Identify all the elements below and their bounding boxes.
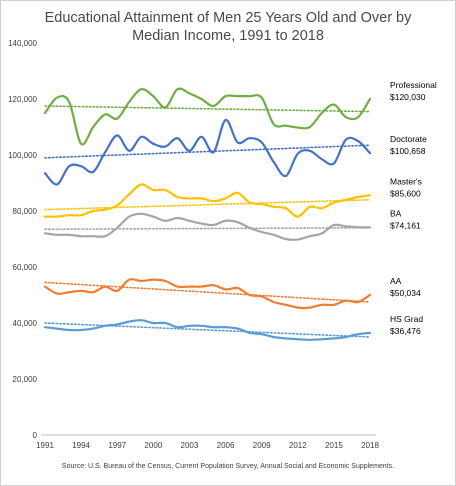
trend-line-doctorate: [44, 144, 371, 159]
series-value-label-master-s: $85,600: [390, 188, 421, 198]
y-tick-label: 60,000: [13, 263, 38, 272]
y-tick-label: 20,000: [13, 375, 38, 384]
series-line-ba: [43, 212, 372, 241]
series-name-label-doctorate: Doctorate: [390, 134, 427, 144]
series-name-label-hs-grad: HS Grad: [390, 314, 423, 324]
series-name-label-master-s: Master's: [390, 176, 422, 186]
y-tick-label: 120,000: [8, 95, 37, 104]
trend-line-professional: [44, 105, 371, 113]
series-name-label-ba: BA: [390, 208, 402, 218]
trend-line-hs-grad: [44, 322, 371, 338]
chart-source-note: Source: U.S. Bureau of the Census, Curre…: [61, 463, 395, 470]
y-tick-label: 0: [33, 431, 38, 440]
trend-line-ba: [44, 227, 371, 230]
x-tick-label: 2018: [361, 441, 379, 450]
series-value-label-hs-grad: $36,476: [390, 326, 421, 336]
x-tick-label: 2012: [289, 441, 307, 450]
x-tick-label: 2006: [217, 441, 235, 450]
x-tick-label: 2009: [253, 441, 271, 450]
series-value-label-professional: $120,030: [390, 92, 426, 102]
x-tick-label: 1997: [108, 441, 126, 450]
series-name-label-professional: Professional: [390, 80, 437, 90]
y-tick-label: 40,000: [13, 319, 38, 328]
y-tick-label: 100,000: [8, 151, 37, 160]
y-tick-label: 140,000: [8, 39, 37, 48]
y-tick-label: 80,000: [13, 207, 38, 216]
x-tick-label: 2003: [181, 441, 199, 450]
series-line-hs-grad: [43, 319, 372, 341]
chart-axes: 0 20,000 40,000 60,000 80,000 100,000 120,000 1…: [8, 39, 379, 450]
x-tick-label: 2015: [325, 441, 343, 450]
series-line-professional: [43, 87, 372, 146]
series-value-label-doctorate: $100,658: [390, 146, 426, 156]
series-value-label-aa: $50,034: [390, 288, 421, 298]
trend-line-master-s: [44, 199, 371, 211]
x-tick-label: 1991: [36, 441, 54, 450]
chart-title: Educational Attainment of Men 25 Years O…: [0, 9, 456, 45]
series-line-master-s: [43, 183, 372, 218]
trend-line-aa: [44, 281, 371, 303]
series-line-aa: [43, 278, 372, 310]
trend-lines: [44, 105, 371, 338]
series-lines: [43, 87, 372, 341]
x-tick-label: 2000: [144, 441, 162, 450]
chart-title-line-2: Median Income, 1991 to 2018: [132, 28, 324, 44]
series-line-doctorate: [43, 118, 372, 186]
series-labels: Professional $120,030 Doctorate $100,658 Mas…: [390, 80, 437, 336]
series-name-label-aa: AA: [390, 276, 402, 286]
chart-title-line-1: Educational Attainment of Men 25 Years O…: [44, 10, 412, 26]
x-tick-label: 1994: [72, 441, 90, 450]
series-value-label-ba: $74,161: [390, 220, 421, 230]
